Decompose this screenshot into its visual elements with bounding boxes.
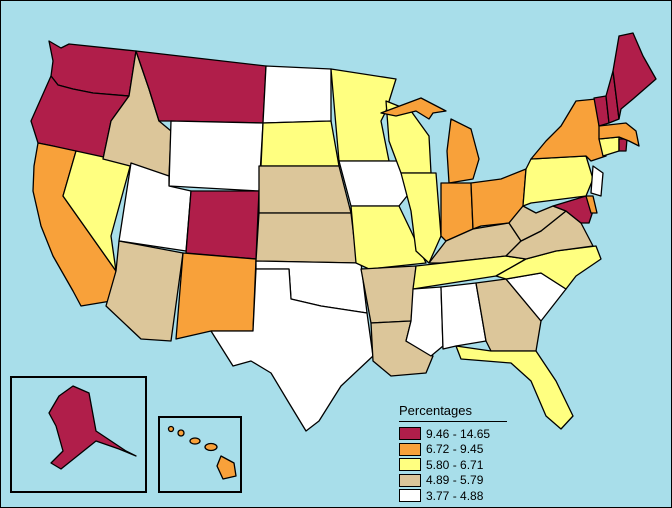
state-nebraska[interactable]: [258, 165, 352, 214]
legend-swatch: [399, 473, 421, 487]
state-arkansas[interactable]: [360, 265, 417, 324]
legend-label: 5.80 - 6.71: [426, 457, 484, 472]
alaska-inset-box: [10, 376, 147, 493]
hawaii-inset-box: [158, 416, 242, 493]
legend-swatch: [399, 489, 421, 503]
legend-label: 9.46 - 14.65: [426, 426, 491, 441]
state-kansas[interactable]: [255, 212, 358, 264]
state-hawaii[interactable]: [167, 425, 237, 480]
state-alabama[interactable]: [440, 282, 487, 350]
state-delaware[interactable]: [585, 195, 598, 214]
legend-list: 9.46 - 14.65 6.72 - 9.45 5.80 - 6.71 4.89 -…: [399, 426, 511, 504]
legend-swatch: [399, 442, 421, 456]
state-colorado[interactable]: [185, 190, 260, 260]
state-alaska[interactable]: [48, 385, 137, 470]
state-missouri[interactable]: [350, 205, 427, 270]
legend-title: Percentages: [399, 403, 507, 422]
map-legend: Percentages 9.46 - 14.65 6.72 - 9.45 5.80 …: [399, 403, 511, 504]
state-iowa[interactable]: [338, 160, 412, 207]
legend-item: 4.89 - 5.79: [399, 473, 511, 489]
legend-item: 5.80 - 6.71: [399, 457, 511, 473]
legend-label: 3.77 - 4.88: [426, 488, 484, 503]
state-north-dakota[interactable]: [262, 65, 332, 124]
legend-item: 3.77 - 4.88: [399, 488, 511, 504]
state-wyoming[interactable]: [168, 120, 264, 192]
state-new-york[interactable]: [530, 98, 607, 162]
state-texas[interactable]: [210, 268, 374, 432]
state-connecticut[interactable]: [598, 136, 620, 157]
state-michigan[interactable]: [380, 97, 447, 120]
state-massachusetts[interactable]: [598, 122, 640, 147]
state-maine[interactable]: [612, 32, 657, 120]
state-michigan-lower[interactable]: [446, 118, 480, 184]
legend-swatch: [399, 458, 421, 472]
state-new-jersey[interactable]: [590, 165, 604, 197]
legend-label: 6.72 - 9.45: [426, 442, 484, 457]
legend-item: 6.72 - 9.45: [399, 442, 511, 458]
state-new-mexico[interactable]: [175, 252, 257, 340]
legend-item: 9.46 - 14.65: [399, 426, 511, 442]
legend-swatch: [399, 427, 421, 441]
state-rhode-island[interactable]: [618, 138, 628, 152]
state-minnesota[interactable]: [330, 68, 397, 162]
legend-label: 4.89 - 5.79: [426, 473, 484, 488]
state-arizona[interactable]: [105, 240, 184, 342]
state-florida[interactable]: [455, 345, 574, 430]
state-south-dakota[interactable]: [260, 120, 340, 167]
